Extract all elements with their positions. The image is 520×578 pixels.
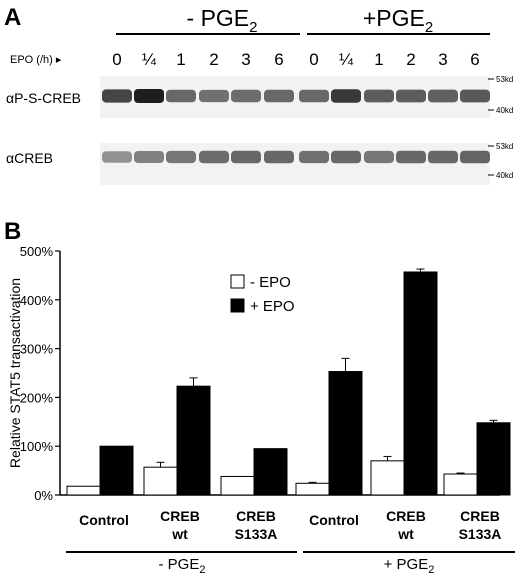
blot-band bbox=[364, 150, 394, 164]
marker-label: 40kd bbox=[496, 171, 513, 180]
blot-band bbox=[428, 150, 458, 164]
bar bbox=[443, 473, 478, 496]
blot-band bbox=[134, 89, 164, 103]
y-tick-label: 100% bbox=[20, 439, 54, 454]
marker-label: 53kd bbox=[496, 75, 513, 84]
x-category-sublabel: S133A bbox=[235, 526, 278, 542]
blot-band bbox=[102, 89, 132, 103]
x-category-sublabel: S133A bbox=[459, 526, 502, 542]
blot-band bbox=[102, 151, 132, 163]
blot-0: αP-S-CREB 53kd 40kd bbox=[6, 75, 513, 118]
legend: - EPO + EPO bbox=[230, 274, 295, 315]
timepoint-label: 1 bbox=[374, 50, 383, 69]
legend-swatch bbox=[230, 274, 245, 289]
blot-band bbox=[364, 89, 394, 103]
x-category-label: CREB bbox=[460, 508, 500, 524]
bar bbox=[328, 371, 363, 496]
x-category-labels: Control CREB wt CREB S133A Control CREB wt CREB S… bbox=[79, 508, 501, 542]
bars bbox=[66, 268, 511, 496]
x-category-sublabel: wt bbox=[397, 526, 414, 542]
blot-1: αCREB 53kd 40kd bbox=[6, 142, 513, 185]
blot-band bbox=[231, 89, 261, 103]
blot-band bbox=[166, 150, 196, 164]
panel-b: B Relative STAT5 transactivation 0% 100% 2… bbox=[4, 218, 515, 576]
blot-band bbox=[299, 89, 329, 103]
bar bbox=[295, 482, 330, 496]
blot-band bbox=[428, 89, 458, 103]
bar bbox=[143, 466, 178, 496]
y-tick-label: 300% bbox=[20, 342, 54, 357]
marker-label: 53kd bbox=[496, 142, 513, 151]
panel-a-label: A bbox=[4, 4, 21, 31]
blot-band bbox=[460, 89, 490, 103]
blot-band bbox=[264, 150, 294, 164]
blot-band bbox=[199, 89, 229, 103]
x-category-label: CREB bbox=[386, 508, 426, 524]
group-minus-pge2-label: - PGE2 bbox=[187, 5, 258, 36]
blot-label: αP-S-CREB bbox=[6, 90, 81, 106]
blot-label: αCREB bbox=[6, 150, 53, 166]
bar bbox=[66, 485, 101, 496]
timepoint-label: 3 bbox=[241, 50, 250, 69]
x-category-label: CREB bbox=[160, 508, 200, 524]
legend-swatch bbox=[230, 298, 245, 313]
timepoint-label: ¼ bbox=[339, 50, 354, 69]
y-tick-label: 400% bbox=[20, 293, 54, 308]
timepoint-label: 0 bbox=[112, 50, 121, 69]
blot-band bbox=[199, 150, 229, 164]
x-category-label: CREB bbox=[236, 508, 276, 524]
bar bbox=[403, 271, 438, 496]
y-axis-title: Relative STAT5 transactivation bbox=[7, 278, 23, 468]
western-blots: αP-S-CREB 53kd 40kd αCREB 53kd 40kd bbox=[6, 75, 513, 185]
bar bbox=[253, 448, 288, 496]
group-label: - PGE2 bbox=[159, 556, 206, 576]
y-tick-label: 200% bbox=[20, 390, 54, 405]
y-tick-label: 0% bbox=[34, 488, 53, 503]
bar bbox=[476, 422, 511, 496]
bar bbox=[99, 445, 134, 496]
x-category-sublabel: wt bbox=[171, 526, 188, 542]
marker-label: 40kd bbox=[496, 106, 513, 115]
blot-band bbox=[166, 89, 196, 103]
epo-time-label: EPO (/h) ▸ bbox=[10, 54, 62, 66]
timepoint-label: 3 bbox=[438, 50, 447, 69]
timepoint-label: 6 bbox=[470, 50, 479, 69]
group-plus-pge2-label: +PGE2 bbox=[363, 5, 433, 36]
x-category-label: Control bbox=[79, 512, 129, 528]
group-label: + PGE2 bbox=[384, 556, 435, 576]
legend-label: + EPO bbox=[250, 298, 295, 315]
timepoint-label: 0 bbox=[309, 50, 318, 69]
blot-band bbox=[264, 89, 294, 103]
bar bbox=[370, 460, 405, 496]
blot-band bbox=[331, 150, 361, 164]
blot-band bbox=[299, 150, 329, 164]
timepoint-label: ¼ bbox=[142, 50, 157, 69]
x-category-label: Control bbox=[309, 512, 359, 528]
bar bbox=[220, 475, 255, 496]
group-labels: - PGE2 + PGE2 bbox=[66, 551, 515, 576]
timepoint-label: 2 bbox=[209, 50, 218, 69]
timepoint-label: 2 bbox=[406, 50, 415, 69]
legend-label: - EPO bbox=[250, 274, 291, 291]
y-tick-label: 500% bbox=[20, 244, 54, 259]
timepoint-label: 6 bbox=[274, 50, 283, 69]
blot-band bbox=[460, 150, 490, 164]
blot-band bbox=[331, 89, 361, 103]
blot-band bbox=[134, 151, 164, 163]
panel-b-label: B bbox=[4, 218, 21, 245]
blot-band bbox=[396, 89, 426, 103]
blot-band bbox=[231, 150, 261, 164]
blot-background bbox=[100, 143, 490, 185]
blot-band bbox=[396, 150, 426, 164]
bar bbox=[176, 385, 211, 496]
timepoint-label: 1 bbox=[176, 50, 185, 69]
